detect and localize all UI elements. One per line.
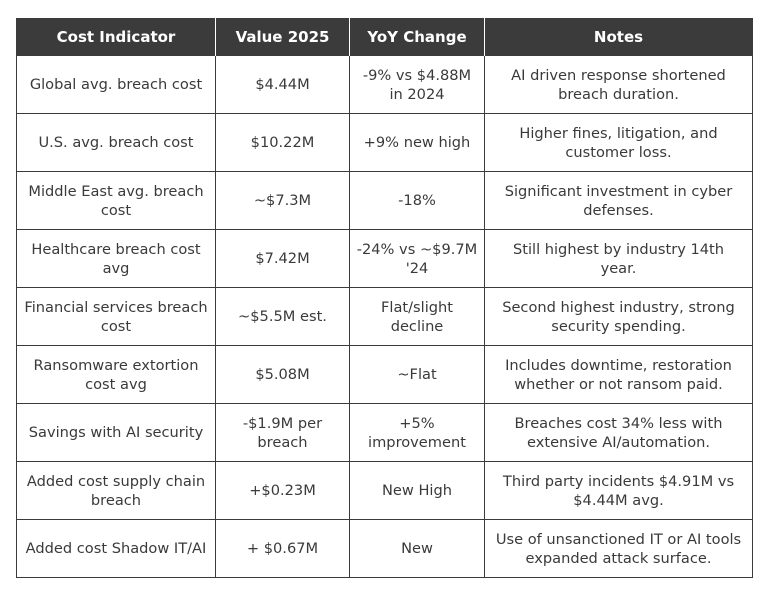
- cell-value: $5.08M: [215, 345, 350, 404]
- header-yoy-change: YoY Change: [349, 18, 485, 56]
- cell-notes: Third party incidents $4.91M vs $4.44M a…: [484, 461, 753, 520]
- cell-indicator: U.S. avg. breach cost: [16, 113, 216, 172]
- cell-value: ~$5.5M est.: [215, 287, 350, 346]
- cell-yoy: +5% improvement: [349, 403, 485, 462]
- table-row: Global avg. breach cost $4.44M -9% vs $4…: [16, 55, 753, 114]
- cell-yoy: -24% vs ~$9.7M '24: [349, 229, 485, 288]
- header-notes: Notes: [484, 18, 753, 56]
- cell-yoy: +9% new high: [349, 113, 485, 172]
- cell-indicator: Added cost supply chain breach: [16, 461, 216, 520]
- breach-cost-table-container: Cost Indicator Value 2025 YoY Change Not…: [16, 18, 753, 578]
- cell-yoy: -18%: [349, 171, 485, 230]
- cell-indicator: Healthcare breach cost avg: [16, 229, 216, 288]
- cell-indicator: Financial services breach cost: [16, 287, 216, 346]
- cell-indicator: Ransomware extortion cost avg: [16, 345, 216, 404]
- table-row: Savings with AI security -$1.9M per brea…: [16, 403, 753, 462]
- cell-value: $4.44M: [215, 55, 350, 114]
- cell-notes: Breaches cost 34% less with extensive AI…: [484, 403, 753, 462]
- cell-value: -$1.9M per breach: [215, 403, 350, 462]
- cell-notes: Use of unsanctioned IT or AI tools expan…: [484, 519, 753, 578]
- table-row: U.S. avg. breach cost $10.22M +9% new hi…: [16, 113, 753, 172]
- cell-notes: Higher fines, litigation, and customer l…: [484, 113, 753, 172]
- cell-indicator: Middle East avg. breach cost: [16, 171, 216, 230]
- table-row: Middle East avg. breach cost ~$7.3M -18%…: [16, 171, 753, 230]
- breach-cost-table: Cost Indicator Value 2025 YoY Change Not…: [16, 18, 753, 578]
- table-row: Financial services breach cost ~$5.5M es…: [16, 287, 753, 346]
- cell-notes: AI driven response shortened breach dura…: [484, 55, 753, 114]
- cell-notes: Second highest industry, strong security…: [484, 287, 753, 346]
- header-cost-indicator: Cost Indicator: [16, 18, 216, 56]
- cell-yoy: ~Flat: [349, 345, 485, 404]
- cell-value: +$0.23M: [215, 461, 350, 520]
- cell-yoy: New High: [349, 461, 485, 520]
- header-value-2025: Value 2025: [215, 18, 350, 56]
- cell-indicator: Added cost Shadow IT/AI: [16, 519, 216, 578]
- cell-indicator: Savings with AI security: [16, 403, 216, 462]
- cell-notes: Still highest by industry 14th year.: [484, 229, 753, 288]
- cell-value: $7.42M: [215, 229, 350, 288]
- cell-yoy: New: [349, 519, 485, 578]
- table-row: Added cost Shadow IT/AI + $0.67M New Use…: [16, 519, 753, 578]
- table-row: Added cost supply chain breach +$0.23M N…: [16, 461, 753, 520]
- cell-value: $10.22M: [215, 113, 350, 172]
- table-header-row: Cost Indicator Value 2025 YoY Change Not…: [16, 18, 753, 56]
- cell-value: ~$7.3M: [215, 171, 350, 230]
- cell-value: + $0.67M: [215, 519, 350, 578]
- table-row: Ransomware extortion cost avg $5.08M ~Fl…: [16, 345, 753, 404]
- cell-indicator: Global avg. breach cost: [16, 55, 216, 114]
- cell-yoy: Flat/slight decline: [349, 287, 485, 346]
- table-row: Healthcare breach cost avg $7.42M -24% v…: [16, 229, 753, 288]
- cell-yoy: -9% vs $4.88M in 2024: [349, 55, 485, 114]
- cell-notes: Includes downtime, restoration whether o…: [484, 345, 753, 404]
- cell-notes: Significant investment in cyber defenses…: [484, 171, 753, 230]
